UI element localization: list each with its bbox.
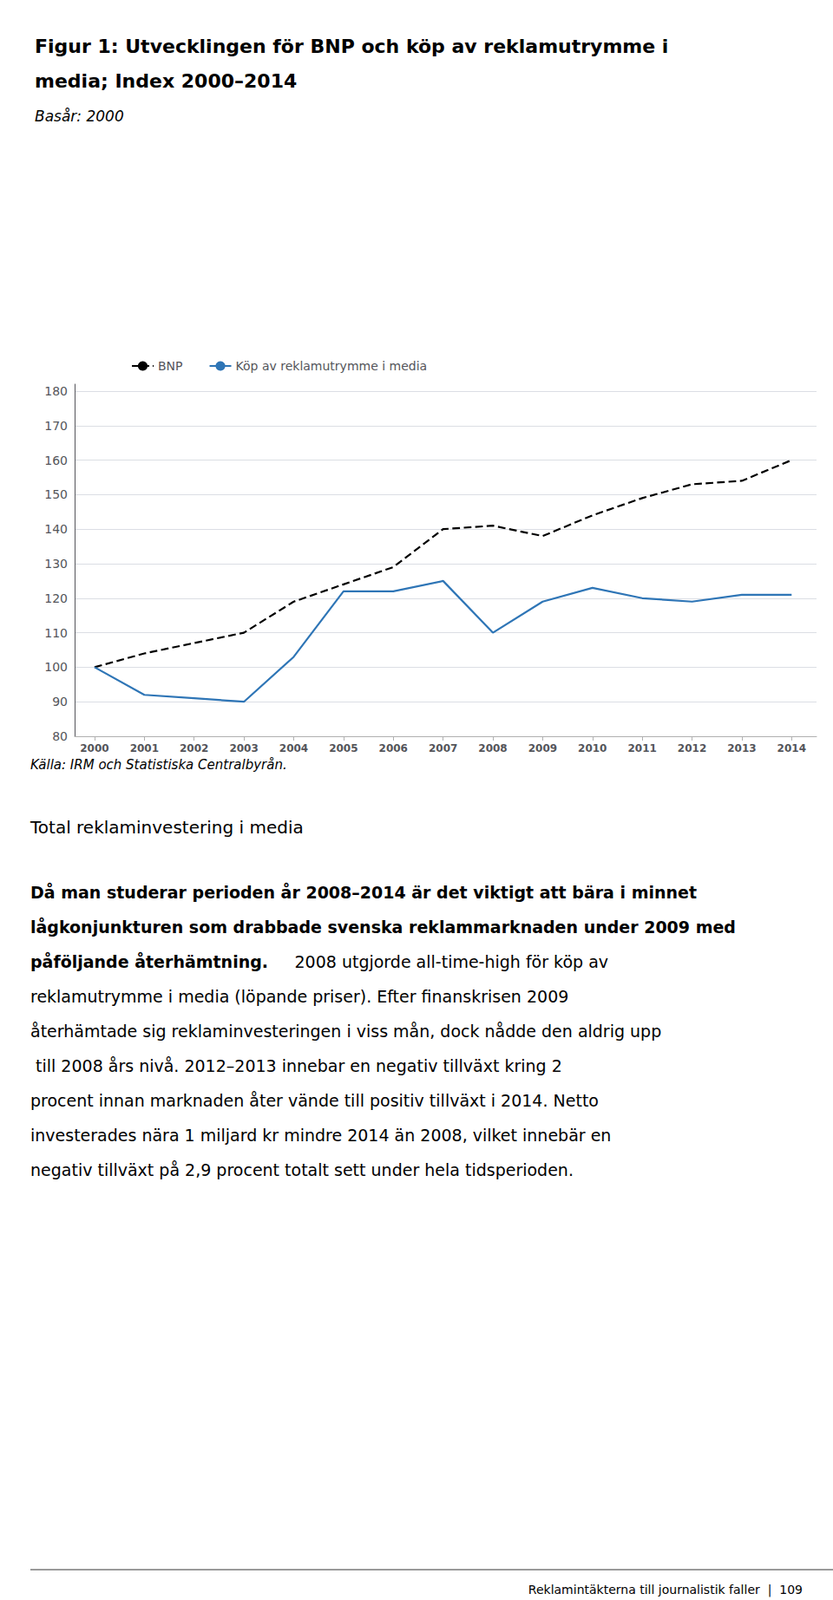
svg-text:170: 170: [44, 419, 68, 433]
svg-text:160: 160: [44, 453, 68, 468]
svg-text:110: 110: [44, 626, 68, 641]
svg-text:Figur 1: Utvecklingen för BNP: Figur 1: Utvecklingen för BNP och köp av…: [34, 35, 669, 58]
svg-text:80: 80: [52, 729, 68, 744]
svg-text:påföljande återhämtning.: påföljande återhämtning.: [30, 951, 269, 972]
svg-text:Total reklaminvestering i medi: Total reklaminvestering i media: [29, 817, 304, 839]
svg-text:till 2008 års nivå. 2012–2013: till 2008 års nivå. 2012–2013 innebar en…: [30, 1056, 568, 1076]
svg-text:2008 utgjorde all-time-high fö: 2008 utgjorde all-time-high för köp av: [288, 952, 614, 972]
svg-text:2002: 2002: [179, 742, 209, 755]
svg-text:investerades nära 1 miljard kr: investerades nära 1 miljard kr mindre 20…: [30, 1126, 617, 1146]
svg-text:120: 120: [44, 591, 68, 606]
svg-text:2008: 2008: [478, 742, 507, 755]
svg-text:2004: 2004: [279, 742, 309, 755]
svg-text:media; Index 2000–2014: media; Index 2000–2014: [34, 70, 297, 92]
svg-text:2003: 2003: [229, 742, 258, 755]
svg-text:2000: 2000: [79, 742, 109, 755]
svg-text:150: 150: [44, 487, 68, 502]
svg-text:2012: 2012: [677, 742, 707, 755]
svg-text:2013: 2013: [727, 742, 756, 755]
svg-text:140: 140: [44, 522, 68, 537]
svg-text:BNP: BNP: [157, 359, 184, 374]
svg-text:Då man studerar perioden år 20: Då man studerar perioden år 2008–2014 är…: [30, 882, 703, 903]
svg-text:2009: 2009: [528, 742, 558, 755]
svg-text:reklamutrymme i media (löpande: reklamutrymme i media (löpande priser). …: [30, 987, 574, 1007]
svg-text:Källa: IRM och Statistiska Cen: Källa: IRM och Statistiska Centralbyrån.: [30, 757, 288, 774]
svg-text:100: 100: [44, 660, 68, 675]
svg-text:lågkonjunkturen som drabbade s: lågkonjunkturen som drabbade svenska rek…: [30, 917, 742, 938]
svg-text:återhämtade sig reklaminvester: återhämtade sig reklaminvesteringen i vi…: [30, 1022, 662, 1042]
svg-text:Basår: 2000: Basår: 2000: [34, 107, 125, 125]
svg-text:negativ tillväxt på 2,9 procen: negativ tillväxt på 2,9 procent totalt s…: [30, 1160, 574, 1181]
svg-text:180: 180: [44, 384, 68, 399]
svg-text:2007: 2007: [428, 742, 458, 755]
svg-text:90: 90: [52, 695, 68, 709]
svg-text:2014: 2014: [777, 742, 807, 755]
svg-text:2001: 2001: [130, 742, 159, 755]
svg-text:procent innan marknaden åter v: procent innan marknaden åter vände till …: [30, 1091, 604, 1111]
svg-text:Reklamintäkterna till journali: Reklamintäkterna till journalistik falle…: [528, 1583, 803, 1599]
svg-text:2006: 2006: [379, 742, 408, 755]
svg-text:2010: 2010: [577, 742, 607, 755]
svg-text:2005: 2005: [328, 742, 358, 755]
svg-text:2011: 2011: [627, 742, 656, 755]
svg-text:Köp av reklamutrymme i media: Köp av reklamutrymme i media: [236, 359, 428, 374]
svg-text:130: 130: [44, 557, 68, 571]
